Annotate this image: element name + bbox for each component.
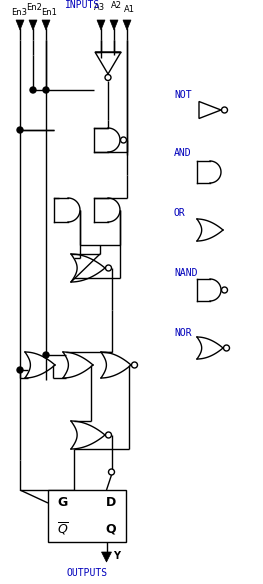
Text: NAND: NAND: [174, 268, 198, 278]
Polygon shape: [123, 20, 131, 30]
Circle shape: [17, 127, 23, 133]
Circle shape: [105, 265, 112, 271]
Text: AND: AND: [174, 148, 192, 158]
Text: En3: En3: [11, 8, 27, 17]
Text: OUTPUTS: OUTPUTS: [67, 568, 108, 578]
Text: A1: A1: [124, 5, 134, 14]
Text: En1: En1: [41, 8, 57, 17]
Circle shape: [120, 137, 127, 143]
Polygon shape: [16, 20, 24, 30]
Text: NOT: NOT: [174, 90, 192, 100]
Circle shape: [43, 87, 49, 93]
Polygon shape: [102, 552, 112, 562]
Polygon shape: [42, 20, 50, 30]
Text: G: G: [58, 496, 68, 509]
Circle shape: [17, 367, 23, 373]
Circle shape: [43, 352, 49, 358]
Text: D: D: [106, 496, 116, 509]
Text: NOR: NOR: [174, 328, 192, 338]
Text: A3: A3: [93, 3, 105, 12]
Text: INPUTS: INPUTS: [65, 0, 101, 10]
Polygon shape: [97, 20, 105, 30]
Text: A2: A2: [110, 1, 122, 10]
Circle shape: [30, 87, 36, 93]
Circle shape: [221, 287, 227, 293]
Text: OR: OR: [174, 208, 186, 218]
Circle shape: [132, 362, 138, 368]
Circle shape: [224, 345, 230, 351]
Circle shape: [109, 469, 114, 475]
Circle shape: [221, 107, 227, 113]
Text: Q: Q: [106, 523, 116, 536]
Circle shape: [105, 75, 111, 81]
Text: En2: En2: [26, 3, 42, 12]
Polygon shape: [110, 20, 118, 30]
Circle shape: [105, 432, 112, 438]
Text: Y: Y: [114, 551, 120, 561]
Polygon shape: [29, 20, 37, 30]
Text: $\overline{Q}$: $\overline{Q}$: [57, 521, 69, 537]
Bar: [48, 490, 126, 542]
